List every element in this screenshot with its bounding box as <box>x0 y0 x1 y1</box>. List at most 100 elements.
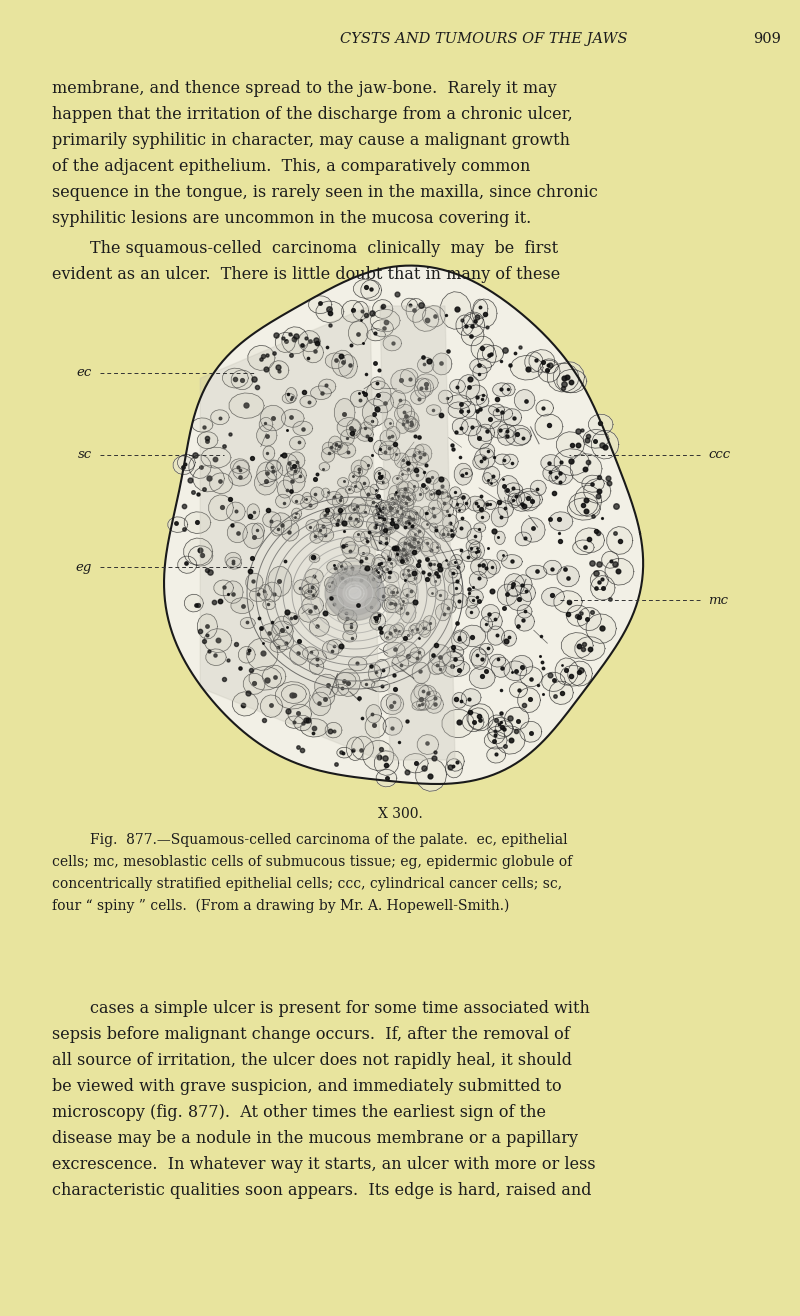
Polygon shape <box>428 657 444 675</box>
Polygon shape <box>246 574 263 592</box>
Polygon shape <box>394 545 403 557</box>
Polygon shape <box>388 586 398 596</box>
Polygon shape <box>361 679 375 688</box>
Polygon shape <box>398 554 408 563</box>
Polygon shape <box>390 547 402 561</box>
Polygon shape <box>346 420 361 438</box>
Polygon shape <box>470 667 495 688</box>
Text: concentrically stratified epithelial cells; ccc, cylindrical cancer cells; sc,: concentrically stratified epithelial cel… <box>52 876 562 891</box>
Polygon shape <box>382 521 393 533</box>
Polygon shape <box>378 500 390 516</box>
Polygon shape <box>386 695 401 711</box>
Polygon shape <box>326 595 344 616</box>
Polygon shape <box>361 532 370 545</box>
Polygon shape <box>447 395 471 409</box>
Polygon shape <box>570 454 602 484</box>
Polygon shape <box>400 588 416 604</box>
Polygon shape <box>262 665 286 688</box>
Polygon shape <box>404 566 416 576</box>
Polygon shape <box>421 486 430 494</box>
Polygon shape <box>248 345 275 370</box>
Polygon shape <box>339 574 350 584</box>
Polygon shape <box>399 555 410 565</box>
Text: sequence in the tongue, is rarely seen in the maxilla, since chronic: sequence in the tongue, is rarely seen i… <box>52 184 598 201</box>
Polygon shape <box>557 370 587 393</box>
Text: membrane, and thence spread to the jaw-bone.  Rarely it may: membrane, and thence spread to the jaw-b… <box>52 80 557 97</box>
Polygon shape <box>473 299 497 328</box>
Polygon shape <box>547 363 579 392</box>
Polygon shape <box>384 584 398 596</box>
Polygon shape <box>243 524 264 549</box>
Polygon shape <box>325 566 385 620</box>
Polygon shape <box>337 747 352 758</box>
Polygon shape <box>410 507 424 520</box>
Polygon shape <box>426 471 439 484</box>
Polygon shape <box>310 617 330 637</box>
Polygon shape <box>409 625 418 636</box>
Polygon shape <box>371 680 390 692</box>
Polygon shape <box>573 540 594 554</box>
Polygon shape <box>395 488 409 503</box>
Polygon shape <box>426 508 443 524</box>
Polygon shape <box>575 637 605 661</box>
Polygon shape <box>189 455 211 479</box>
Polygon shape <box>411 684 435 711</box>
Polygon shape <box>426 491 434 500</box>
Polygon shape <box>406 299 426 322</box>
Polygon shape <box>488 612 502 630</box>
Polygon shape <box>316 301 344 322</box>
Polygon shape <box>426 405 441 416</box>
Polygon shape <box>261 405 286 430</box>
Polygon shape <box>412 451 429 465</box>
Polygon shape <box>346 580 359 595</box>
Polygon shape <box>356 476 370 490</box>
Polygon shape <box>417 699 429 709</box>
Polygon shape <box>450 496 463 508</box>
Polygon shape <box>494 407 513 420</box>
Polygon shape <box>452 630 470 650</box>
Polygon shape <box>178 454 195 471</box>
Polygon shape <box>325 576 337 591</box>
Polygon shape <box>526 565 547 579</box>
Polygon shape <box>292 495 305 504</box>
Polygon shape <box>394 490 406 501</box>
Polygon shape <box>487 561 500 575</box>
Polygon shape <box>370 484 378 495</box>
Polygon shape <box>261 695 282 717</box>
Polygon shape <box>602 551 618 569</box>
Polygon shape <box>385 632 393 640</box>
Polygon shape <box>470 571 487 590</box>
Polygon shape <box>374 566 383 578</box>
Polygon shape <box>390 391 406 408</box>
Polygon shape <box>389 486 400 501</box>
Polygon shape <box>400 368 418 387</box>
Polygon shape <box>412 542 423 551</box>
Polygon shape <box>454 463 472 486</box>
Polygon shape <box>418 379 434 396</box>
Polygon shape <box>370 613 386 630</box>
Polygon shape <box>466 540 480 553</box>
Polygon shape <box>518 604 532 619</box>
Polygon shape <box>566 605 590 626</box>
Polygon shape <box>319 462 330 471</box>
Polygon shape <box>473 365 487 380</box>
Polygon shape <box>263 582 282 601</box>
Polygon shape <box>327 491 342 505</box>
Polygon shape <box>368 571 382 588</box>
Polygon shape <box>302 576 319 595</box>
Polygon shape <box>435 590 448 600</box>
Polygon shape <box>384 595 403 613</box>
Polygon shape <box>380 430 397 446</box>
Polygon shape <box>338 609 357 624</box>
Polygon shape <box>383 717 402 736</box>
Polygon shape <box>310 658 324 675</box>
Polygon shape <box>544 561 562 575</box>
Polygon shape <box>380 441 398 455</box>
Polygon shape <box>200 305 380 761</box>
Polygon shape <box>322 488 330 497</box>
Polygon shape <box>298 604 319 622</box>
Polygon shape <box>471 336 494 361</box>
Polygon shape <box>529 350 555 372</box>
Polygon shape <box>381 529 390 537</box>
Polygon shape <box>401 497 414 512</box>
